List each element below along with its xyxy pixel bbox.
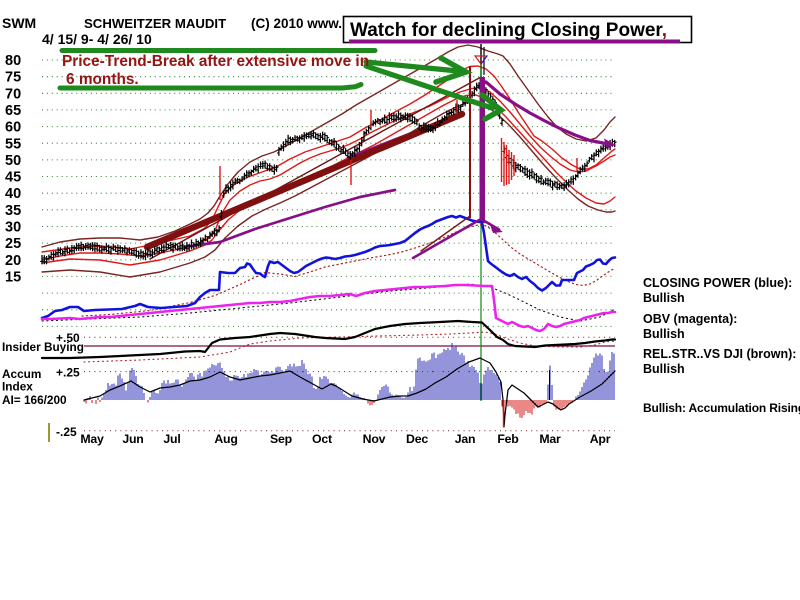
svg-text:Jul: Jul	[163, 432, 180, 446]
svg-text:Insider Buying: Insider Buying	[2, 340, 84, 354]
svg-text:75: 75	[5, 70, 21, 86]
svg-text:Index: Index	[2, 380, 33, 394]
svg-text:Bullish: Bullish	[643, 291, 685, 305]
svg-text:50: 50	[5, 153, 21, 169]
svg-text:6 months.: 6 months.	[66, 71, 139, 88]
svg-text:May: May	[80, 432, 104, 446]
svg-text:4/ 15/ 9- 4/ 26/ 10: 4/ 15/ 9- 4/ 26/ 10	[42, 31, 152, 47]
svg-text:AI= 166/200: AI= 166/200	[2, 393, 67, 407]
svg-text:Dec: Dec	[406, 432, 428, 446]
svg-text:Price-Trend-Break after extens: Price-Trend-Break after extensive move i…	[62, 53, 369, 70]
svg-text:Feb: Feb	[497, 432, 518, 446]
svg-text:(C) 2010 www.: (C) 2010 www.	[251, 16, 342, 31]
svg-text:OBV (magenta):: OBV (magenta):	[643, 312, 737, 326]
svg-text:Apr: Apr	[590, 432, 611, 446]
svg-text:25: 25	[5, 236, 21, 252]
svg-text:Oct: Oct	[312, 432, 332, 446]
svg-text:Jan: Jan	[455, 432, 476, 446]
svg-text:Jun: Jun	[122, 432, 143, 446]
svg-text:CLOSING POWER (blue):: CLOSING POWER (blue):	[643, 276, 792, 290]
svg-text:SWM: SWM	[2, 15, 36, 31]
svg-text:Aug: Aug	[214, 432, 237, 446]
svg-text:20: 20	[5, 253, 21, 269]
svg-text:Nov: Nov	[363, 432, 386, 446]
svg-text:35: 35	[5, 203, 21, 219]
svg-text:+.25: +.25	[56, 366, 80, 380]
svg-text:-.25: -.25	[56, 425, 77, 439]
svg-text:15: 15	[5, 269, 21, 285]
svg-text:60: 60	[5, 120, 21, 136]
svg-text:45: 45	[5, 170, 21, 186]
svg-text:REL.STR..VS DJI (brown):: REL.STR..VS DJI (brown):	[643, 347, 796, 361]
svg-text:+.50: +.50	[56, 331, 80, 345]
svg-text:65: 65	[5, 103, 21, 119]
svg-text:SCHWEITZER MAUDIT: SCHWEITZER MAUDIT	[84, 16, 226, 31]
svg-text:Mar: Mar	[539, 432, 561, 446]
svg-text:Accum: Accum	[2, 367, 41, 381]
svg-text:Watch for declining Closing Po: Watch for declining Closing Power,	[350, 20, 667, 41]
svg-text:55: 55	[5, 136, 21, 152]
svg-text:70: 70	[5, 86, 21, 102]
svg-text:80: 80	[5, 53, 21, 69]
svg-text:40: 40	[5, 186, 21, 202]
svg-text:Bullish: Accumulation Rising: Bullish: Accumulation Rising	[643, 401, 800, 415]
svg-text:Bullish: Bullish	[643, 362, 685, 376]
svg-text:Bullish: Bullish	[643, 327, 685, 341]
svg-text:30: 30	[5, 220, 21, 236]
svg-text:Sep: Sep	[270, 432, 292, 446]
